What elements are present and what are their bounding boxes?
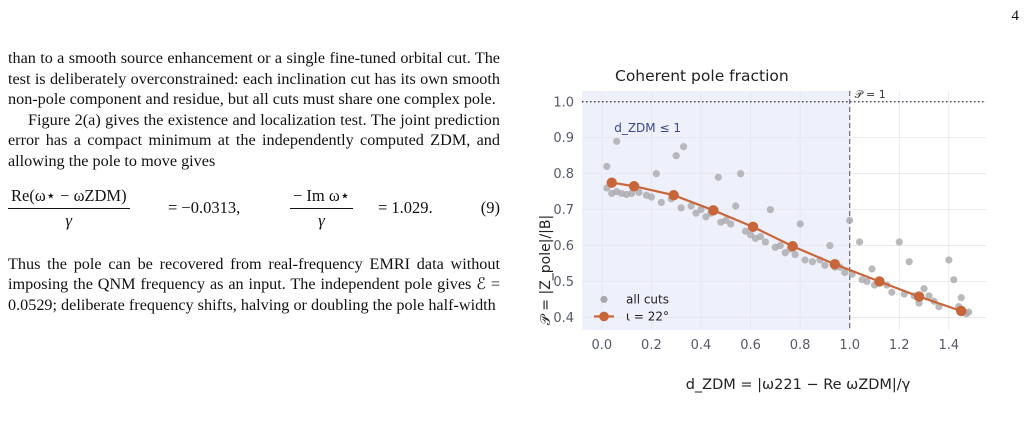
all-cuts-point: [635, 188, 643, 196]
equation-denominator-1: γ: [65, 211, 73, 231]
equation-number: (9): [480, 197, 500, 217]
paragraph-3: Thus the pole can be recovered from real…: [8, 254, 500, 314]
all-cuts-point: [957, 294, 965, 302]
inclination-22-point: [668, 190, 679, 201]
reference-line-label: 𝒫 = 1: [855, 88, 886, 101]
paragraph-1: than to a smooth source enhancement or a…: [8, 49, 500, 109]
equation-rhs-1: = −0.0313,: [168, 197, 241, 217]
chart-title: Coherent pole fraction: [615, 67, 789, 85]
x-tick-label: 0.8: [790, 338, 811, 353]
all-cuts-point: [627, 189, 636, 198]
all-cuts-point: [697, 206, 705, 214]
y-tick-label: 0.8: [553, 167, 574, 182]
all-cuts-point: [727, 220, 735, 228]
all-cuts-point: [657, 198, 665, 207]
equation-rhs-2: = 1.029.: [378, 197, 433, 217]
y-axis-label: 𝒫 = |Z_pole|/|B|: [538, 215, 554, 325]
pole-fraction-chart: Coherent pole fraction 𝒫 = |Z_pole|/|B| …: [538, 67, 986, 393]
all-cuts-point: [808, 258, 817, 266]
inclination-22-point: [708, 205, 719, 216]
x-axis-label: d_ZDM = |ω221 − Re ωZDM|/γ: [686, 377, 911, 393]
y-tick-label: 0.4: [553, 311, 574, 326]
all-cuts-point: [776, 241, 784, 250]
all-cuts-point: [781, 249, 789, 257]
all-cuts-point: [920, 285, 928, 293]
legend-all-cuts-marker: [600, 295, 608, 304]
all-cuts-point: [965, 308, 973, 316]
inclination-22-line: [611, 181, 962, 313]
page-number: 4: [1011, 8, 1020, 24]
all-cuts-point: [841, 268, 849, 277]
x-tick-label: 0.6: [740, 338, 761, 353]
x-tick-label: 1.2: [889, 338, 910, 353]
all-cuts-point: [672, 152, 680, 160]
all-cuts-point: [722, 216, 730, 224]
all-cuts-point: [826, 241, 834, 250]
all-cuts-point: [888, 288, 896, 296]
inclination-22-point: [628, 181, 640, 192]
all-cuts-point: [647, 193, 655, 201]
x-tick-label: 0.2: [641, 338, 662, 353]
equation-numerator-2: − Im ω⋆: [290, 186, 354, 210]
inclination-22-point: [787, 241, 798, 252]
all-cuts-point: [652, 170, 660, 178]
all-cuts-point: [714, 173, 722, 181]
x-tick-label: 0.0: [591, 338, 612, 353]
equation-denominator-2: γ: [318, 211, 325, 231]
all-cuts-point: [821, 261, 829, 269]
y-tick-label: 0.7: [553, 203, 574, 218]
y-tick-label: 0.9: [553, 131, 574, 146]
all-cuts-point: [737, 170, 745, 178]
y-tick-label: 0.6: [553, 239, 574, 254]
all-cuts-point: [895, 238, 903, 246]
all-cuts-point: [687, 202, 695, 210]
all-cuts-point: [613, 137, 621, 145]
inclination-22-point: [747, 221, 759, 233]
all-cuts-point: [741, 227, 750, 235]
all-cuts-point: [796, 220, 804, 228]
text-column: than to a smooth source enhancement or a…: [8, 48, 500, 315]
legend-inclination-marker: [599, 311, 609, 322]
paragraph-2: Figure 2(a) gives the existence and loca…: [8, 110, 500, 170]
all-cuts-point: [680, 143, 688, 151]
all-cuts-point: [863, 277, 871, 286]
all-cuts-point: [603, 162, 611, 171]
x-tick-label: 1.4: [938, 338, 959, 353]
all-cuts-point: [677, 204, 685, 212]
all-cuts-point: [855, 238, 864, 246]
equation-fraction-1: Re(ω⋆ − ωZDM) γ: [8, 186, 130, 232]
x-tick-label: 0.4: [691, 338, 712, 353]
all-cuts-point: [746, 231, 755, 239]
plot-layer: [582, 91, 986, 330]
all-cuts-point: [950, 276, 958, 284]
inclination-22-point: [874, 276, 885, 287]
inclination-22-point: [829, 259, 841, 270]
all-cuts-point: [846, 216, 854, 224]
shaded-region-label: d_ZDM ≤ 1: [614, 121, 681, 135]
all-cuts-point: [756, 232, 765, 241]
y-tick-label: 1.0: [553, 95, 574, 110]
all-cuts-point: [868, 265, 876, 273]
figure-panel: Coherent pole fraction 𝒫 = |Z_pole|/|B| …: [528, 40, 1021, 410]
legend-inclination-label: ι = 22°: [626, 309, 669, 323]
all-cuts-point: [945, 256, 953, 264]
inclination-22-point: [606, 177, 617, 188]
inclination-22-point: [956, 305, 967, 317]
all-cuts-point: [801, 256, 809, 264]
inclination-22-point: [913, 291, 925, 302]
all-cuts-point: [905, 258, 913, 266]
y-tick-label: 0.5: [553, 275, 574, 290]
all-cuts-point: [732, 202, 740, 210]
x-tick-label: 1.0: [839, 338, 860, 353]
all-cuts-point: [791, 250, 799, 259]
equation-fraction-2: − Im ω⋆ γ: [290, 186, 354, 232]
equation-9: Re(ω⋆ − ωZDM) γ = −0.0313, − Im ω⋆ γ = 1…: [8, 186, 500, 238]
all-cuts-point: [692, 209, 700, 217]
all-cuts-point: [925, 292, 933, 300]
legend-all-cuts-label: all cuts: [626, 292, 669, 306]
all-cuts-point: [761, 238, 770, 246]
all-cuts-point: [766, 206, 774, 214]
all-cuts-point: [702, 213, 710, 221]
equation-numerator-1: Re(ω⋆ − ωZDM): [8, 186, 130, 210]
